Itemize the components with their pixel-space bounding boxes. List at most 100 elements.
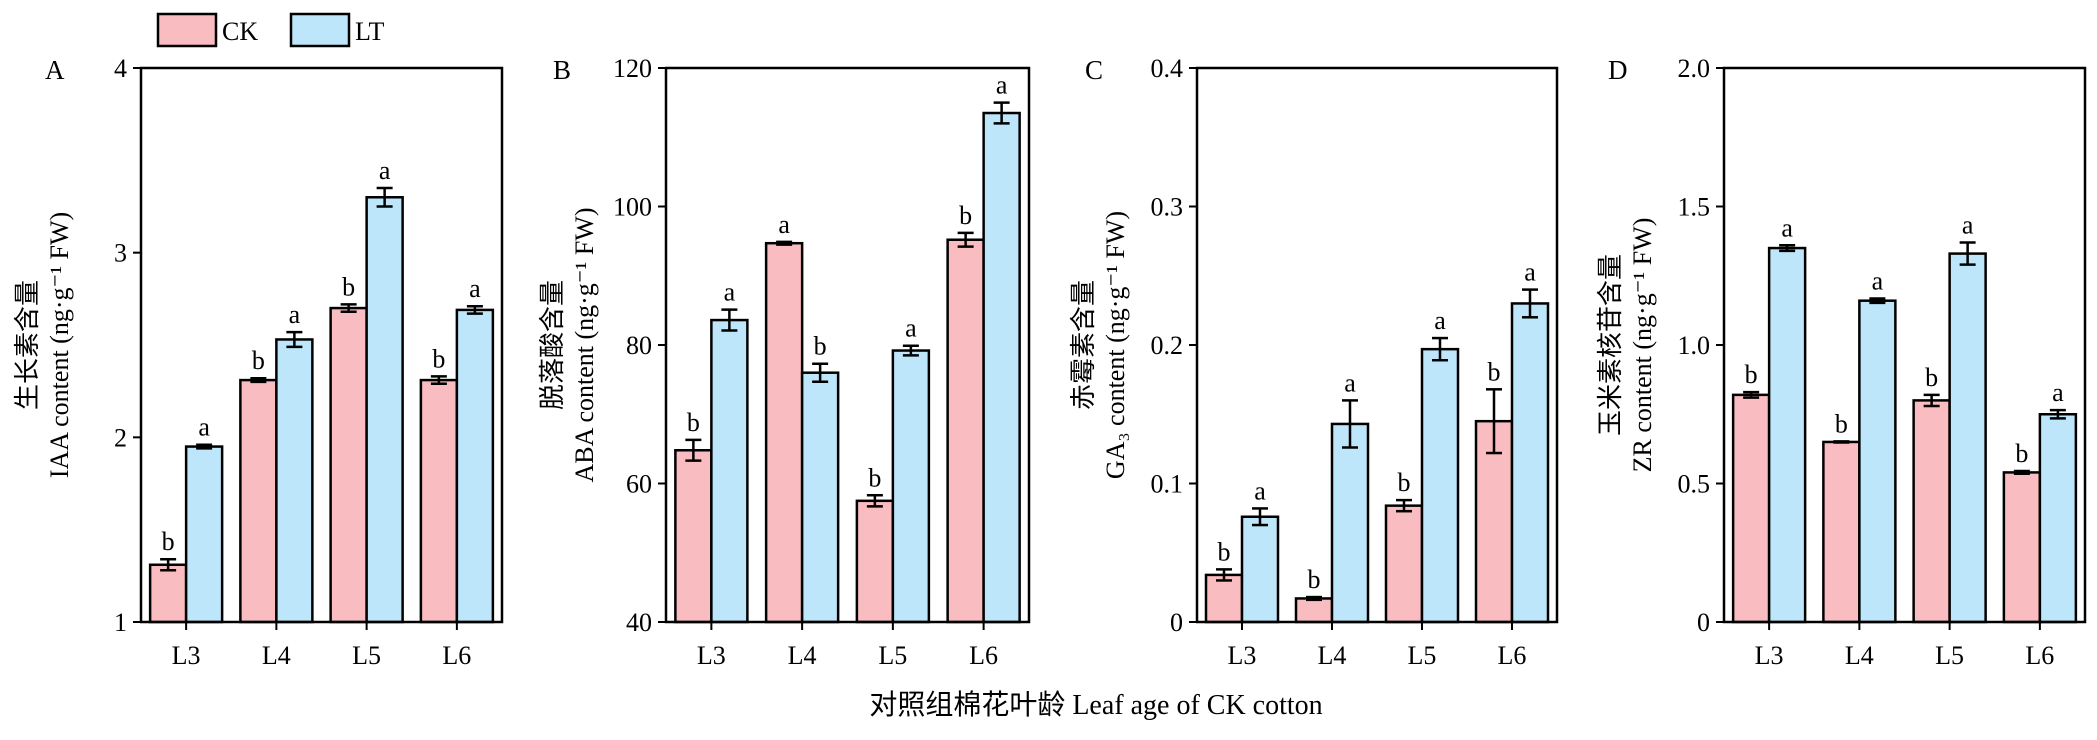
significance-label: a: [1254, 476, 1266, 505]
y-tick-label: 0: [1697, 608, 1710, 637]
legend: CK LT: [156, 12, 384, 48]
y-tick-label: 4: [114, 54, 127, 83]
legend-label-lt: LT: [355, 17, 384, 46]
x-tick-label: L3: [1228, 641, 1257, 670]
y-axis-title: ABA content (ng·g⁻¹ FW): [570, 208, 599, 483]
y-tick-label: 3: [114, 239, 127, 268]
bar-lt: [1420, 347, 1460, 624]
bar-ck: [148, 563, 188, 624]
bar-lt: [1240, 515, 1280, 624]
bar-lt: [1510, 302, 1550, 624]
significance-label: a: [1872, 266, 1884, 295]
x-tick-label: L6: [442, 641, 471, 670]
x-tick-label: L3: [697, 641, 726, 670]
bar-ck: [946, 238, 985, 624]
significance-label: b: [2015, 439, 2028, 468]
x-tick-label: L5: [1935, 641, 1964, 670]
bar-ck: [855, 499, 895, 624]
x-tick-label: L6: [1498, 641, 1527, 670]
significance-label: a: [2052, 378, 2064, 407]
significance-label: a: [905, 314, 917, 343]
bar-ck: [1912, 399, 1951, 624]
plot-frame: [1195, 66, 1559, 624]
y-tick-label: 0.2: [1151, 331, 1184, 360]
y-tick-label: 0.1: [1151, 470, 1184, 499]
y-tick-label: 0.5: [1678, 470, 1711, 499]
significance-label: b: [1925, 363, 1938, 392]
panel-letter: C: [1085, 55, 1103, 85]
significance-label: a: [379, 156, 391, 185]
significance-label: b: [342, 272, 355, 301]
y-tick-label: 2: [114, 423, 127, 452]
significance-label: b: [814, 332, 827, 361]
x-tick-label: L4: [262, 641, 291, 670]
legend-swatch-lt: [289, 12, 351, 48]
significance-label: b: [432, 344, 445, 373]
bar-lt: [891, 349, 931, 624]
bar-lt: [1948, 252, 1987, 624]
significance-label: b: [1745, 360, 1758, 389]
bar-ck: [1731, 393, 1771, 624]
plot-frame: [139, 66, 504, 624]
significance-label: a: [1781, 213, 1793, 242]
panel-letter: B: [553, 55, 571, 85]
y-tick-label: 80: [626, 331, 652, 360]
bar-lt: [275, 338, 314, 624]
legend-label-ck: CK: [222, 17, 258, 46]
panel-d: 0 0.5 1.0 1.5 2.0 b a L3 b a L4 b a L5 b a L6 D 玉米素核苷含量 ZR …: [1596, 54, 2087, 670]
y-axis-title: ZR content (ng·g⁻¹ FW): [1628, 218, 1657, 473]
x-tick-label: L5: [878, 641, 907, 670]
bar-lt: [982, 111, 1021, 624]
y-axis-title-cn: 赤霉素含量: [1069, 280, 1098, 410]
x-tick-label: L3: [172, 641, 201, 670]
significance-label: b: [1835, 409, 1848, 438]
significance-label: a: [198, 413, 210, 442]
plot-frame: [1722, 66, 2087, 624]
x-tick-label: L4: [1845, 641, 1874, 670]
bar-lt: [710, 318, 749, 624]
significance-label: b: [1308, 565, 1321, 594]
x-tick-label: L5: [352, 641, 381, 670]
bar-ck: [1294, 597, 1334, 624]
significance-label: b: [868, 463, 881, 492]
y-tick-label: 0.4: [1151, 54, 1184, 83]
y-tick-label: 2.0: [1678, 54, 1711, 83]
legend-swatch-ck: [156, 12, 218, 48]
x-tick-label: L3: [1755, 641, 1784, 670]
chart-panels: 1 2 3 4 b a L3 b a L4 b a L5 b a L6 A 生长素含量 IAA content (n…: [13, 54, 2087, 670]
significance-label: b: [1218, 537, 1231, 566]
y-tick-label: 40: [626, 608, 652, 637]
significance-label: a: [1434, 306, 1446, 335]
y-tick-label: 120: [613, 54, 652, 83]
x-tick-label: L6: [969, 641, 998, 670]
significance-label: a: [1962, 211, 1974, 240]
bar-lt: [455, 308, 495, 624]
y-axis-title-cn: 脱落酸含量: [538, 280, 567, 410]
x-axis-title: 对照组棉花叶龄 Leaf age of CK cotton: [869, 689, 1322, 721]
bar-ck: [674, 449, 713, 624]
y-tick-label: 100: [613, 193, 652, 222]
y-axis-title: GA₃ content (ng·g⁻¹ FW): [1101, 211, 1130, 479]
y-tick-label: 1: [114, 608, 127, 637]
significance-label: a: [724, 278, 736, 307]
y-tick-label: 1.0: [1678, 331, 1711, 360]
significance-label: a: [1524, 258, 1536, 287]
significance-label: b: [162, 527, 175, 556]
bar-ck: [1384, 504, 1424, 624]
bar-lt: [1330, 422, 1370, 624]
bar-lt: [800, 371, 840, 624]
y-axis-title-cn: 生长素含量: [13, 280, 42, 410]
bar-lt: [1858, 299, 1897, 624]
y-axis-title: IAA content (ng·g⁻¹ FW): [45, 212, 74, 478]
panel-letter: A: [45, 55, 65, 85]
bar-ck: [419, 378, 459, 624]
significance-label: b: [1488, 357, 1501, 386]
y-tick-label: 0: [1170, 608, 1183, 637]
panel-c: 0 0.1 0.2 0.3 0.4 b a L3 b a L4 b a L5 b a L6 C 赤霉素含量 GA₃ c…: [1069, 54, 1559, 670]
significance-label: a: [289, 300, 301, 329]
x-tick-label: L4: [788, 641, 817, 670]
y-tick-label: 0.3: [1151, 193, 1184, 222]
y-axis-title-cn: 玉米素核苷含量: [1596, 254, 1625, 436]
